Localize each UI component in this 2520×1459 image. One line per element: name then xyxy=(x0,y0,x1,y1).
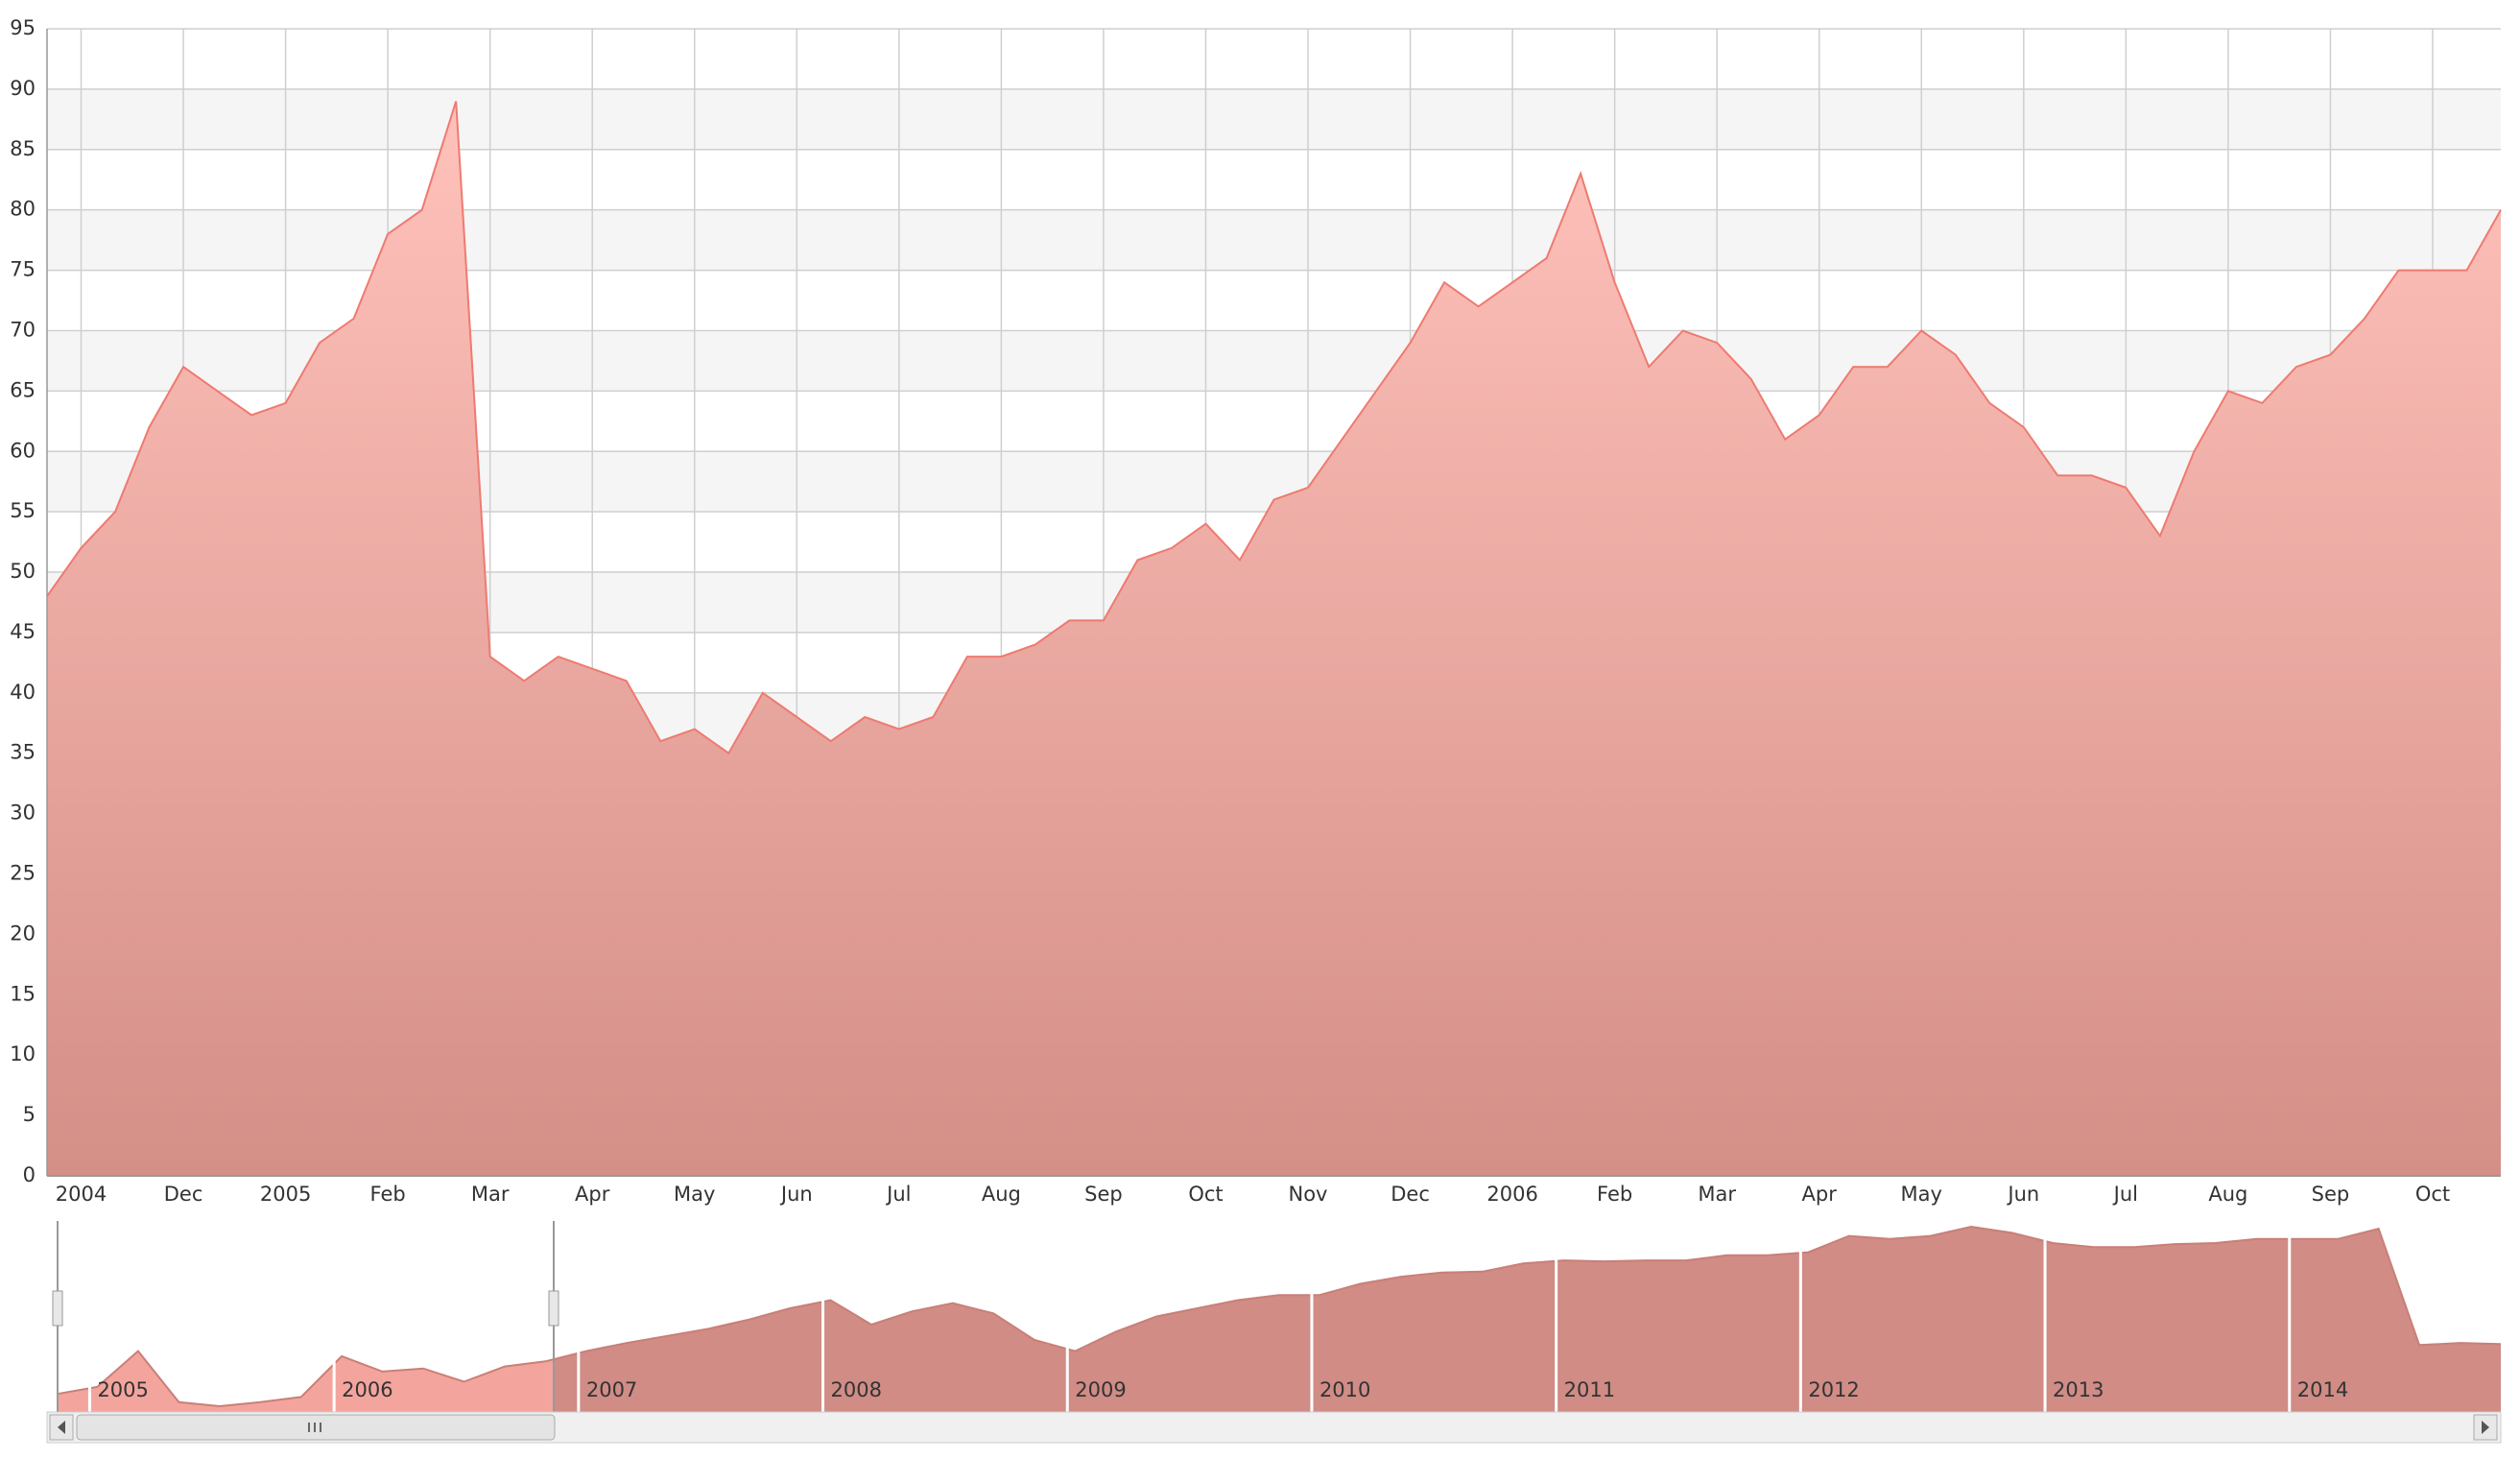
area xyxy=(57,1227,2501,1412)
x-tick-label: Apr xyxy=(575,1183,610,1206)
x-tick-label: Jul xyxy=(2112,1183,2138,1206)
line xyxy=(46,101,2502,755)
x-tick-label: Feb xyxy=(370,1183,406,1206)
x-tick-label: Aug xyxy=(2208,1183,2247,1206)
navigator-label: 2014 xyxy=(2297,1378,2348,1401)
y-tick-label: 45 xyxy=(10,620,36,643)
y-tick-label: 55 xyxy=(10,499,36,522)
x-tick-label: Nov xyxy=(1289,1183,1328,1206)
x-tick-label: Apr xyxy=(1802,1183,1838,1206)
y-tick-label: 25 xyxy=(10,862,36,885)
x-tick-label: Oct xyxy=(1188,1183,1223,1206)
x-tick-label: Oct xyxy=(2415,1183,2450,1206)
y-tick-label: 75 xyxy=(10,258,36,281)
nav-handle-grip[interactable] xyxy=(548,1290,559,1327)
x-tick-label: 2005 xyxy=(260,1183,311,1206)
area xyxy=(47,101,2501,1176)
y-tick-label: 0 xyxy=(23,1163,36,1186)
scroll-right-button[interactable] xyxy=(2473,1414,2498,1441)
y-tick-label: 70 xyxy=(10,318,36,341)
x-tick-label: May xyxy=(674,1183,715,1206)
x-tick-label: Jun xyxy=(2006,1183,2039,1206)
y-tick-label: 65 xyxy=(10,378,36,401)
navigator-label: 2007 xyxy=(586,1378,637,1401)
x-tick-label: Jul xyxy=(885,1183,911,1206)
x-tick-label: Dec xyxy=(164,1183,203,1206)
y-tick-label: 5 xyxy=(23,1103,36,1126)
navigator-label: 2013 xyxy=(2053,1378,2104,1401)
x-tick-label: Jun xyxy=(779,1183,813,1206)
navigator-label: 2012 xyxy=(1808,1378,1859,1401)
navigator-label: 2011 xyxy=(1564,1378,1615,1401)
grid-band xyxy=(47,88,2501,150)
navigator-label: 2005 xyxy=(97,1378,148,1401)
x-tick-label: May xyxy=(1901,1183,1942,1206)
y-tick-label: 90 xyxy=(10,77,36,100)
x-tick-label: Mar xyxy=(471,1183,510,1206)
arrow-right-icon xyxy=(2482,1421,2489,1434)
navigator-label: 2010 xyxy=(1319,1378,1370,1401)
y-tick-label: 20 xyxy=(10,921,36,945)
navigator: 2005 2006 2007 2008 2009 2010 2011 2012 2013 2014 xyxy=(47,1219,2502,1412)
x-tick-label: 2004 xyxy=(56,1183,107,1206)
x-tick-label: Dec xyxy=(1391,1183,1430,1206)
x-tick-label: Sep xyxy=(1084,1183,1123,1206)
x-tick-label: Mar xyxy=(1698,1183,1736,1206)
y-tick-label: 60 xyxy=(10,439,36,462)
y-tick-label: 80 xyxy=(10,198,36,221)
navigator-label: 2006 xyxy=(342,1378,392,1401)
plot: 0 5 10 15 20 25 30 35 40 45 50 55 60 65 70 75 80 85 90 95 20… xyxy=(10,16,2502,1206)
y-tick-label: 15 xyxy=(10,982,36,1005)
y-tick-label: 10 xyxy=(10,1042,36,1065)
y-tick-label: 85 xyxy=(10,137,36,160)
nav-handle-grip[interactable] xyxy=(52,1290,63,1327)
navigator-label: 2008 xyxy=(831,1378,882,1401)
arrow-left-icon xyxy=(58,1421,65,1434)
scroll-grip xyxy=(308,1423,321,1432)
x-tick-label: Aug xyxy=(982,1183,1021,1206)
y-tick-label: 35 xyxy=(10,741,36,764)
x-tick-label: Feb xyxy=(1597,1183,1632,1206)
y-tick-label: 95 xyxy=(10,16,36,39)
navigator-label: 2009 xyxy=(1075,1378,1126,1401)
y-tick-label: 30 xyxy=(10,801,36,825)
y-tick-label: 50 xyxy=(10,560,36,583)
navigator-line xyxy=(56,1225,2502,1408)
x-tick-label: Sep xyxy=(2312,1183,2350,1206)
y-tick-label: 40 xyxy=(10,681,36,704)
x-tick-label: 2006 xyxy=(1486,1183,1537,1206)
